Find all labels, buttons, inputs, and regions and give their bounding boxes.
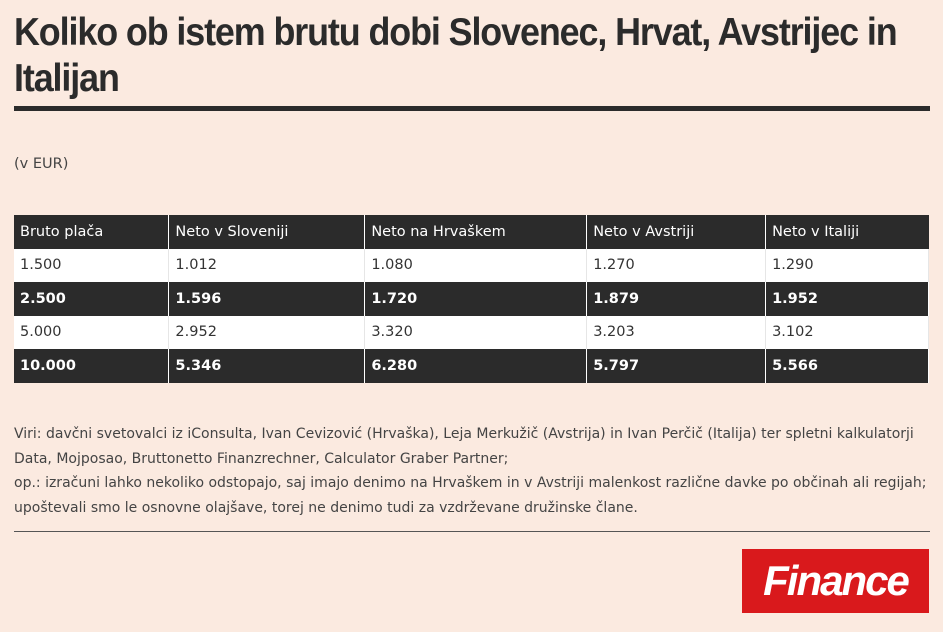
table-row: 1.500 1.012 1.080 1.270 1.290: [14, 248, 929, 282]
table-cell: 2.500: [14, 282, 170, 316]
column-header: Neto v Italiji: [765, 215, 929, 249]
column-header: Neto v Avstriji: [586, 215, 767, 249]
bottom-divider: [14, 531, 930, 532]
table-cell: 1.879: [586, 282, 767, 316]
source-notes: Viri: davčni svetovalci iz iConsulta, Iv…: [14, 422, 929, 520]
table-cell: 1.500: [14, 248, 170, 282]
table-cell: 6.280: [364, 349, 588, 383]
table-row: 10.000 5.346 6.280 5.797 5.566: [14, 349, 929, 383]
table-cell: 2.952: [168, 315, 366, 349]
table-cell: 1.290: [765, 248, 929, 282]
table-header-row: Bruto plača Neto v Sloveniji Neto na Hrv…: [14, 215, 929, 249]
table-cell: 1.080: [364, 248, 588, 282]
column-header: Bruto plača: [14, 215, 170, 249]
table-cell: 1.270: [586, 248, 767, 282]
remark-text: op.: izračuni lahko nekoliko odstopajo, …: [14, 475, 927, 516]
table-cell: 1.952: [765, 282, 929, 316]
title-divider: [14, 106, 930, 111]
table-cell: 5.566: [765, 349, 929, 383]
table-cell: 5.346: [168, 349, 366, 383]
table-cell: 10.000: [14, 349, 170, 383]
table-cell: 5.797: [586, 349, 767, 383]
page-title: Koliko ob istem brutu dobi Slovenec, Hrv…: [14, 11, 898, 100]
sources-text: Viri: davčni svetovalci iz iConsulta, Iv…: [14, 426, 914, 467]
table-cell: 3.203: [586, 315, 767, 349]
table-cell: 3.320: [364, 315, 588, 349]
table-row: 5.000 2.952 3.320 3.203 3.102: [14, 315, 929, 349]
table-cell: 1.596: [168, 282, 366, 316]
unit-label: (v EUR): [14, 156, 69, 172]
column-header: Neto na Hrvaškem: [364, 215, 588, 249]
table-cell: 3.102: [765, 315, 929, 349]
table-cell: 5.000: [14, 315, 170, 349]
table-cell: 1.720: [364, 282, 588, 316]
salary-table: Bruto plača Neto v Sloveniji Neto na Hrv…: [14, 215, 929, 383]
table-row: 2.500 1.596 1.720 1.879 1.952: [14, 282, 929, 316]
table-cell: 1.012: [168, 248, 366, 282]
column-header: Neto v Sloveniji: [168, 215, 366, 249]
finance-logo: Finance: [742, 549, 929, 613]
